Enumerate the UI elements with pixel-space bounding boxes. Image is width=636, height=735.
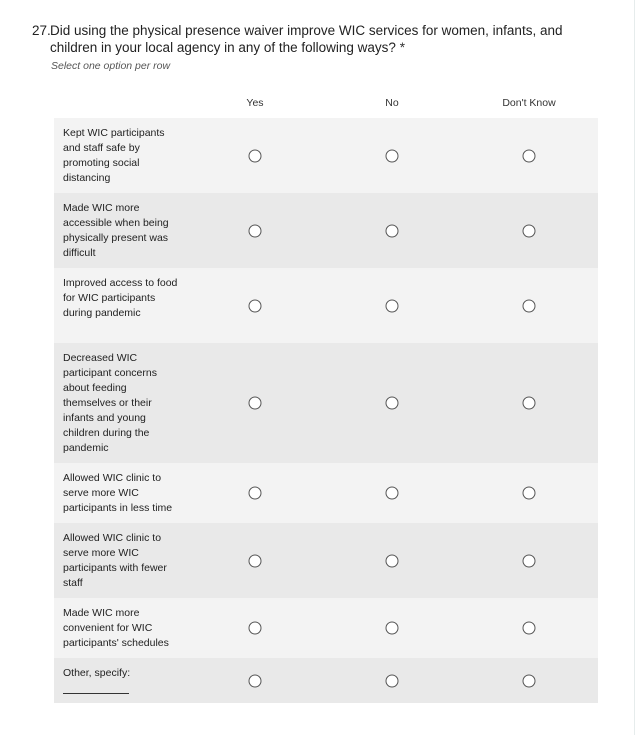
radio-yes[interactable]	[248, 299, 262, 312]
radio-dont-know[interactable]	[522, 554, 536, 567]
matrix-row: Decreased WIC participant concerns about…	[54, 343, 598, 463]
radio-no[interactable]	[385, 674, 399, 687]
matrix-row: Made WIC more convenient for WIC partici…	[54, 598, 598, 658]
row-label: Allowed WIC clinic to serve more WIC par…	[63, 472, 173, 514]
row-label: Made WIC more accessible when being phys…	[63, 202, 169, 259]
radio-yes[interactable]	[248, 674, 262, 687]
column-header-dont-know: Don't Know	[502, 97, 556, 109]
radio-no[interactable]	[385, 621, 399, 635]
other-specify-input[interactable]	[63, 693, 129, 694]
radio-yes[interactable]	[248, 224, 262, 237]
radio-yes[interactable]	[248, 149, 262, 162]
radio-dont-know[interactable]	[522, 299, 536, 312]
radio-dont-know[interactable]	[522, 674, 536, 687]
matrix-row: Allowed WIC clinic to serve more WIC par…	[54, 523, 598, 598]
question-number: 27.	[32, 23, 51, 38]
radio-no[interactable]	[385, 299, 399, 312]
radio-yes[interactable]	[248, 396, 262, 410]
radio-no[interactable]	[385, 554, 399, 567]
matrix-row-other: Other, specify:	[54, 658, 598, 703]
radio-no[interactable]	[385, 486, 399, 500]
question: 27. Did using the physical presence waiv…	[32, 22, 602, 56]
column-header-no: No	[385, 97, 399, 109]
row-label: Allowed WIC clinic to serve more WIC par…	[63, 532, 167, 589]
matrix-row: Improved access to food for WIC particip…	[54, 268, 598, 343]
radio-yes[interactable]	[248, 621, 262, 635]
radio-dont-know[interactable]	[522, 224, 536, 237]
row-label: Kept WIC participants and staff safe by …	[63, 127, 165, 184]
matrix-row: Allowed WIC clinic to serve more WIC par…	[54, 463, 598, 523]
matrix-row: Made WIC more accessible when being phys…	[54, 193, 598, 268]
column-header-yes: Yes	[246, 97, 264, 109]
radio-no[interactable]	[385, 396, 399, 410]
radio-yes[interactable]	[248, 486, 262, 500]
radio-no[interactable]	[385, 149, 399, 162]
radio-dont-know[interactable]	[522, 149, 536, 162]
other-label: Other, specify:	[63, 667, 131, 679]
likert-matrix: Kept WIC participants and staff safe by …	[54, 118, 598, 703]
row-label: Improved access to food for WIC particip…	[63, 277, 178, 319]
row-label: Decreased WIC participant concerns about…	[63, 352, 157, 454]
radio-no[interactable]	[385, 224, 399, 237]
question-hint: Select one option per row	[51, 60, 171, 72]
required-marker: *	[399, 40, 405, 55]
radio-dont-know[interactable]	[522, 396, 536, 410]
radio-yes[interactable]	[248, 554, 262, 567]
radio-dont-know[interactable]	[522, 486, 536, 500]
row-label: Other, specify:	[63, 666, 178, 694]
question-text: Did using the physical presence waiver i…	[50, 23, 563, 55]
row-label: Made WIC more convenient for WIC partici…	[63, 607, 169, 649]
matrix-row: Kept WIC participants and staff safe by …	[54, 118, 598, 193]
radio-dont-know[interactable]	[522, 621, 536, 635]
